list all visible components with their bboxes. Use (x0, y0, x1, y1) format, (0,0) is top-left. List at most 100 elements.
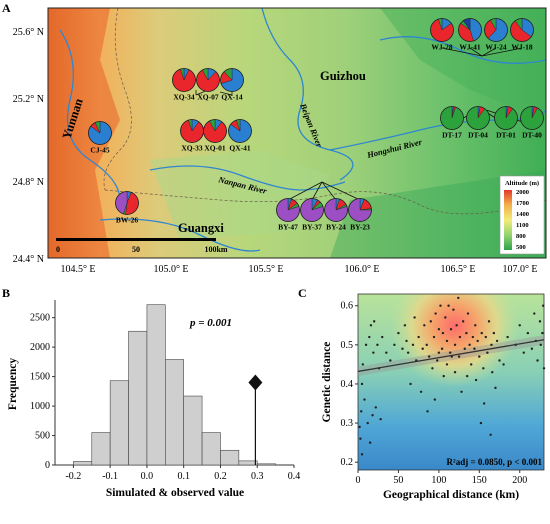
legend-value: 1700 (516, 200, 529, 207)
scatter-point (361, 363, 365, 366)
scatter-point (445, 339, 449, 343)
pie-outline (458, 18, 482, 42)
scatter-point (376, 343, 379, 347)
scatter-point (453, 343, 457, 347)
scatter-point (491, 371, 494, 374)
pie-label: XQ-34 (173, 93, 194, 102)
legend-value: 1400 (516, 211, 529, 218)
scatter-x-tick: 100 (431, 475, 446, 486)
scatter-y-ticks: 0.2 0.3 0.4 0.5 0.6 (341, 301, 358, 468)
lon-tick: 105.5° E (248, 264, 283, 275)
scatter-point (538, 320, 542, 323)
scatter-point (494, 386, 497, 390)
legend-title: Altitude (m) (505, 180, 539, 187)
scatter-point (533, 312, 536, 315)
pie-outline (196, 68, 220, 92)
scatter-point (444, 316, 447, 319)
scatter-point (536, 359, 539, 362)
map-lowland-se (330, 170, 546, 258)
nanpan-river-line (149, 165, 346, 191)
pie-outline (172, 68, 196, 92)
scatter-point (425, 343, 428, 347)
pie-label: WJ-28 (431, 43, 452, 52)
legend-value: 800 (516, 233, 526, 240)
region-guangxi: Guangxi (178, 221, 224, 235)
hist-bar (220, 449, 240, 466)
scatter-x-label: Geographical distance (km) (383, 489, 519, 501)
scatter-point (465, 374, 469, 378)
scatter-point (470, 363, 473, 366)
hist-bar (128, 330, 148, 466)
province-borders (103, 7, 547, 215)
pie-label: XQ-07 (197, 93, 218, 102)
scatter-point (448, 351, 452, 354)
histogram-chart: 0 500 1000 1500 2000 2500 -0.2 -0.1 0.0 0.1 0.2 0.… (7, 300, 300, 499)
pie-label: QX-41 (229, 144, 250, 153)
scatter-point (457, 355, 461, 358)
scatter-point (403, 324, 407, 327)
pie-by-37: BY-37 (300, 198, 324, 232)
scatter-point (530, 347, 534, 350)
scatter-point (461, 320, 465, 323)
scatter-point (374, 406, 377, 409)
pie-wj-18: WJ-18 (510, 18, 534, 52)
scatter-point (492, 331, 496, 335)
scatter-point (413, 316, 416, 319)
scatter-point (460, 390, 463, 393)
scatter-point (379, 417, 382, 421)
scatter-point (476, 339, 479, 343)
map-highland (48, 8, 120, 258)
scatter-point (358, 425, 361, 429)
scatter-point (432, 335, 436, 339)
pie-outline (203, 119, 227, 143)
hist-bar (201, 432, 221, 466)
scatter-point (479, 421, 483, 425)
legend-colorbar (504, 190, 512, 250)
scatter-point (427, 355, 431, 358)
scatter-point (417, 335, 420, 339)
scale-label-50: 50 (132, 245, 140, 254)
scale-label-100: 100km (204, 245, 227, 254)
scatter-point (401, 347, 404, 350)
map-panel: Yunnan Guizhou Guangxi Beipan River Hong… (13, 7, 547, 275)
lon-tick: 105.0° E (153, 264, 188, 275)
scatter-x-tick: 200 (512, 475, 527, 486)
scatter-point (397, 331, 400, 335)
pie-outline (220, 68, 244, 92)
scatter-point (468, 343, 471, 347)
pie-label: BY-37 (302, 223, 322, 232)
pie-label: BY-47 (278, 223, 298, 232)
scatter-x-tick: 0 (356, 475, 361, 486)
hist-y-tick: 1000 (30, 401, 50, 412)
scatter-point (442, 374, 445, 378)
regression-line (357, 339, 545, 373)
pie-label: CJ-45 (90, 146, 109, 155)
pie-by-24: BY-24 (324, 198, 348, 232)
scatter-point (429, 320, 432, 323)
pie-bw-26: BW-26 (115, 191, 139, 225)
pie-label: BY-24 (326, 223, 346, 232)
pie-wj-24: WJ-24 (484, 18, 508, 52)
hist-p-annotation: p = 0.001 (189, 317, 232, 329)
lon-tick: 104.5° E (60, 264, 95, 275)
scatter-point (431, 367, 434, 370)
scatter-point (466, 312, 470, 315)
pie-outline (88, 121, 112, 145)
scatter-point (411, 343, 415, 347)
pie-outline (348, 198, 372, 222)
scatter-point (441, 331, 445, 335)
legend-value: 2000 (516, 189, 529, 196)
pie-qx-14: QX-14 (220, 68, 244, 102)
pie-outline (484, 18, 508, 42)
scatter-point (453, 371, 457, 374)
scatter-point (440, 347, 444, 350)
scatter-point (490, 343, 493, 347)
scatter-point (482, 367, 485, 370)
scatter-point (445, 363, 449, 366)
density-hotspot (358, 294, 544, 470)
hist-bar (183, 395, 203, 466)
scatter-y-tick: 0.5 (341, 340, 354, 351)
scatter-x-ticks: 0 50 100 150 200 (356, 470, 527, 486)
hist-x-tick: -0.2 (65, 471, 81, 482)
scatter-point (474, 378, 478, 382)
